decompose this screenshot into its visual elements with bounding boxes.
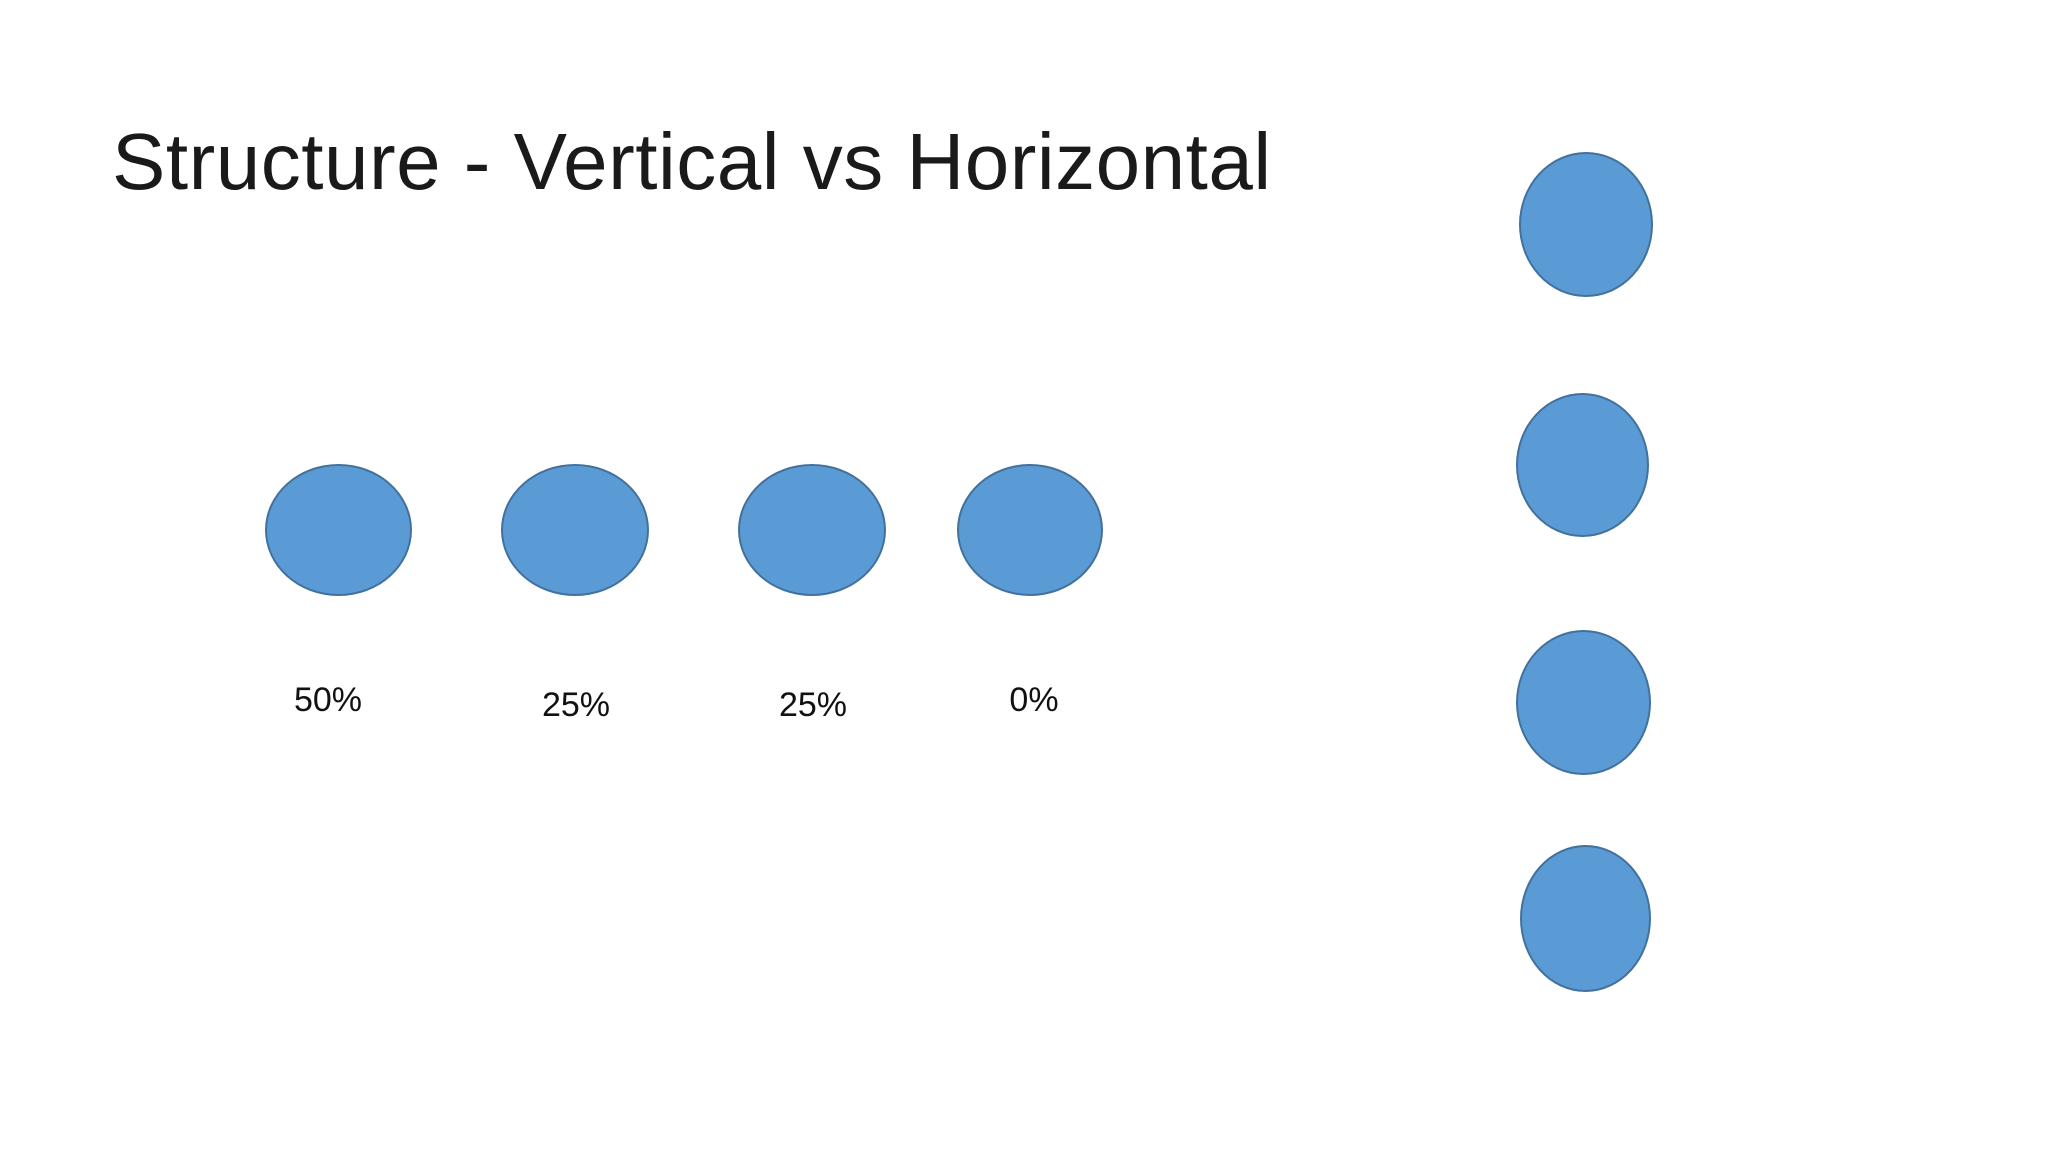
circle-shape <box>1519 844 1651 992</box>
percentage-label: 0% <box>1009 681 1059 719</box>
circle-shape <box>957 464 1103 596</box>
percentage-label: 25% <box>541 686 611 724</box>
percentage-label: 25% <box>778 686 848 724</box>
circle-shape <box>264 464 412 596</box>
circle-shape <box>501 464 649 596</box>
circle-shape <box>1515 629 1651 775</box>
percentage-label: 50% <box>293 681 363 719</box>
slide-title: Structure - Vertical vs Horizontal <box>112 117 1272 206</box>
circle-shape <box>1519 151 1653 297</box>
circle-shape <box>738 464 886 596</box>
circle-shape <box>1515 393 1649 537</box>
